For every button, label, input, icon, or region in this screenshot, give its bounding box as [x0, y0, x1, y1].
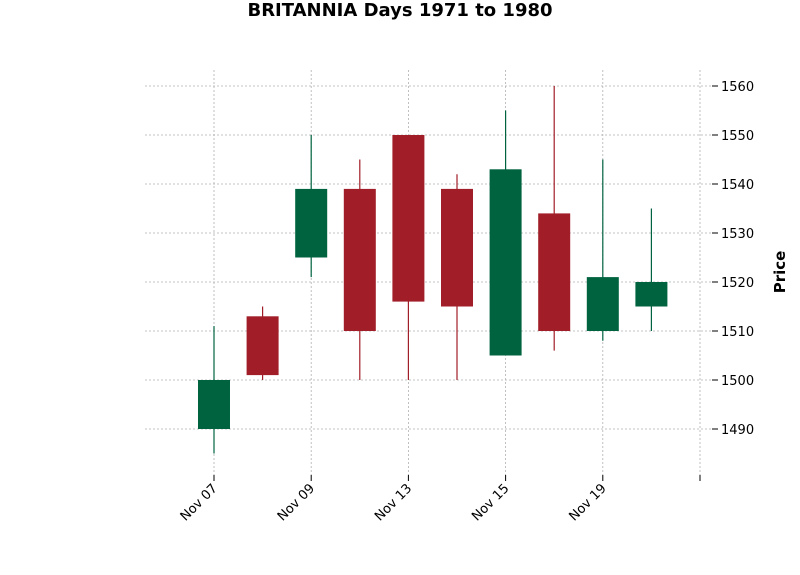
- candle-body: [538, 213, 571, 331]
- y-axis-label: Price: [771, 251, 789, 294]
- candle-body: [441, 188, 473, 307]
- y-tick-label: 1500: [721, 374, 754, 389]
- candle-body: [586, 277, 619, 331]
- candle-body: [635, 282, 668, 307]
- y-tick-label: 1510: [721, 325, 754, 340]
- candle-body: [489, 169, 522, 356]
- candle-body: [392, 135, 425, 302]
- x-tick-label: Nov 07: [178, 481, 221, 524]
- y-tick-label: 1560: [721, 80, 754, 95]
- candle-layer: [198, 86, 668, 454]
- x-tick-label: Nov 09: [275, 481, 318, 524]
- x-tick-label: Nov 13: [372, 481, 415, 524]
- y-tick-label: 1520: [721, 276, 754, 291]
- x-tick-label: Nov 15: [469, 481, 512, 524]
- candle-body: [295, 188, 328, 258]
- y-tick-label: 1540: [721, 178, 754, 193]
- y-tick-label: 1550: [721, 129, 754, 144]
- x-tick-label: Nov 19: [566, 481, 609, 524]
- y-tick-label: 1530: [721, 227, 754, 242]
- grid-layer: [145, 70, 712, 475]
- candle-body: [198, 380, 230, 429]
- chart-title: BRITANNIA Days 1971 to 1980: [247, 0, 553, 21]
- y-tick-label: 1490: [721, 423, 754, 438]
- candle-body: [246, 316, 279, 376]
- candle-body: [343, 188, 376, 331]
